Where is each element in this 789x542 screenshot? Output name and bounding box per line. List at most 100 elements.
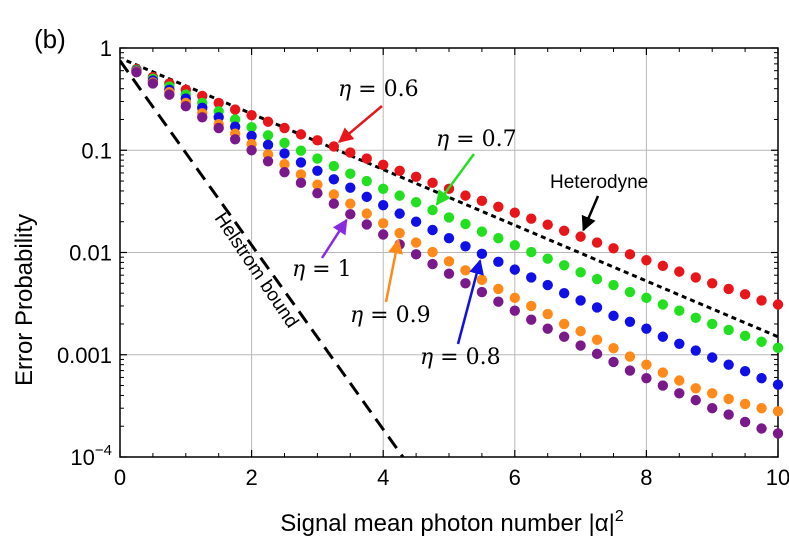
data-point-series-3-13 — [345, 198, 356, 209]
data-point-series-1-7 — [246, 122, 257, 133]
y-tick-label-3: 0.001 — [57, 343, 112, 368]
data-point-series-3-38 — [756, 403, 767, 414]
data-point-series-2-30 — [624, 316, 636, 328]
data-point-series-4-27 — [575, 340, 586, 351]
y-axis-label: Error Probability — [11, 214, 38, 386]
data-point-series-1-26 — [558, 260, 570, 271]
data-point-series-3-17 — [410, 237, 422, 248]
data-point-series-3-23 — [509, 292, 520, 304]
annotation-arrows — [320, 105, 600, 345]
annotation-eta-07: η = 0.7 — [436, 127, 517, 152]
data-point-series-3-32 — [657, 367, 669, 378]
data-point-series-3-25 — [542, 308, 553, 320]
data-point-series-1-21 — [476, 226, 488, 237]
data-point-series-4-37 — [739, 416, 751, 428]
data-point-series-0-7 — [246, 110, 257, 121]
data-point-series-1-30 — [624, 286, 636, 298]
data-point-series-0-21 — [476, 195, 488, 207]
data-point-series-2-20 — [460, 241, 471, 252]
data-point-series-4-33 — [674, 388, 685, 399]
data-point-series-2-37 — [739, 366, 751, 377]
data-point-series-0-20 — [460, 190, 471, 201]
annotation-arrow-0 — [338, 105, 383, 143]
x-tick-label-3: 6 — [509, 465, 521, 490]
data-point-series-4-38 — [756, 423, 767, 434]
data-point-series-1-23 — [509, 239, 520, 251]
data-point-series-4-18 — [427, 258, 438, 270]
data-point-series-1-35 — [707, 318, 718, 330]
data-point-series-1-32 — [657, 299, 669, 310]
data-point-series-2-17 — [410, 216, 422, 227]
axis-ticks: 0 2 4 6 8 10 1 0.1 0.01 0.001 10−4 — [57, 36, 789, 490]
y-tick-label-4: 10−4 — [70, 442, 112, 470]
data-point-series-2-31 — [641, 323, 652, 334]
y-tick-label-0: 1 — [100, 36, 112, 61]
data-point-series-3-10 — [295, 169, 307, 180]
data-point-series-4-21 — [476, 286, 488, 298]
data-point-series-0-18 — [427, 177, 438, 189]
data-point-series-3-29 — [608, 342, 619, 354]
data-point-series-3-19 — [443, 256, 455, 267]
x-tick-label-1: 2 — [245, 465, 257, 490]
data-point-series-2-36 — [723, 359, 734, 370]
data-point-series-2-19 — [443, 232, 455, 244]
data-point-series-4-4 — [197, 112, 208, 123]
data-point-series-0-39 — [772, 299, 784, 310]
data-point-series-0-38 — [756, 295, 767, 306]
data-point-series-4-0 — [131, 66, 142, 78]
data-point-series-1-29 — [608, 279, 619, 291]
data-point-series-2-38 — [756, 372, 767, 384]
data-point-series-1-36 — [723, 324, 734, 336]
data-point-series-1-37 — [739, 330, 751, 342]
curve-helstrom-bound — [120, 59, 405, 457]
data-point-series-4-24 — [526, 314, 537, 325]
data-point-series-1-38 — [756, 336, 767, 347]
data-point-series-3-9 — [279, 159, 290, 170]
annotation-arrow-4 — [456, 259, 484, 345]
data-point-series-1-15 — [378, 183, 389, 194]
data-point-series-0-27 — [575, 231, 586, 242]
annotation-helstrom-bound: Helstrom bound — [210, 209, 302, 332]
data-point-series-3-33 — [674, 375, 685, 386]
data-point-series-4-14 — [361, 219, 372, 230]
data-point-series-1-10 — [295, 145, 307, 156]
data-point-series-1-24 — [526, 246, 537, 258]
data-point-series-0-17 — [410, 171, 422, 182]
data-point-series-2-10 — [295, 157, 307, 168]
data-point-series-4-20 — [460, 278, 471, 289]
data-point-series-0-34 — [690, 272, 701, 283]
data-point-series-4-8 — [262, 156, 274, 167]
data-point-series-4-19 — [443, 268, 455, 279]
data-point-series-2-26 — [558, 287, 570, 299]
data-point-series-0-23 — [509, 207, 520, 218]
data-point-series-3-16 — [394, 227, 405, 239]
data-point-series-0-15 — [378, 159, 389, 171]
data-point-series-2-22 — [493, 256, 504, 268]
data-point-series-4-31 — [641, 372, 652, 384]
data-point-series-2-14 — [361, 191, 372, 203]
data-point-series-0-22 — [493, 201, 504, 212]
data-point-series-0-31 — [641, 255, 652, 266]
annotation-eta-08: η = 0.8 — [420, 345, 501, 370]
data-point-series-3-27 — [575, 325, 586, 337]
data-point-series-2-11 — [312, 165, 323, 176]
data-point-series-1-22 — [493, 232, 504, 244]
data-point-series-1-11 — [312, 153, 323, 164]
data-point-series-4-35 — [707, 403, 718, 414]
data-points — [131, 64, 784, 439]
data-point-series-2-7 — [246, 130, 257, 142]
data-point-series-3-11 — [312, 179, 323, 190]
data-point-series-4-9 — [279, 167, 290, 178]
data-point-series-1-9 — [279, 137, 290, 149]
data-point-series-0-35 — [707, 278, 718, 289]
data-point-series-1-19 — [443, 212, 455, 223]
data-point-series-1-34 — [690, 312, 701, 323]
data-point-series-4-32 — [657, 380, 669, 391]
data-point-series-2-32 — [657, 331, 669, 342]
annotation-eta-06: η = 0.6 — [338, 77, 419, 102]
data-point-series-3-39 — [772, 406, 784, 417]
data-point-series-2-23 — [509, 264, 520, 275]
data-point-series-4-2 — [164, 89, 175, 100]
panel-label: (b) — [34, 24, 66, 54]
